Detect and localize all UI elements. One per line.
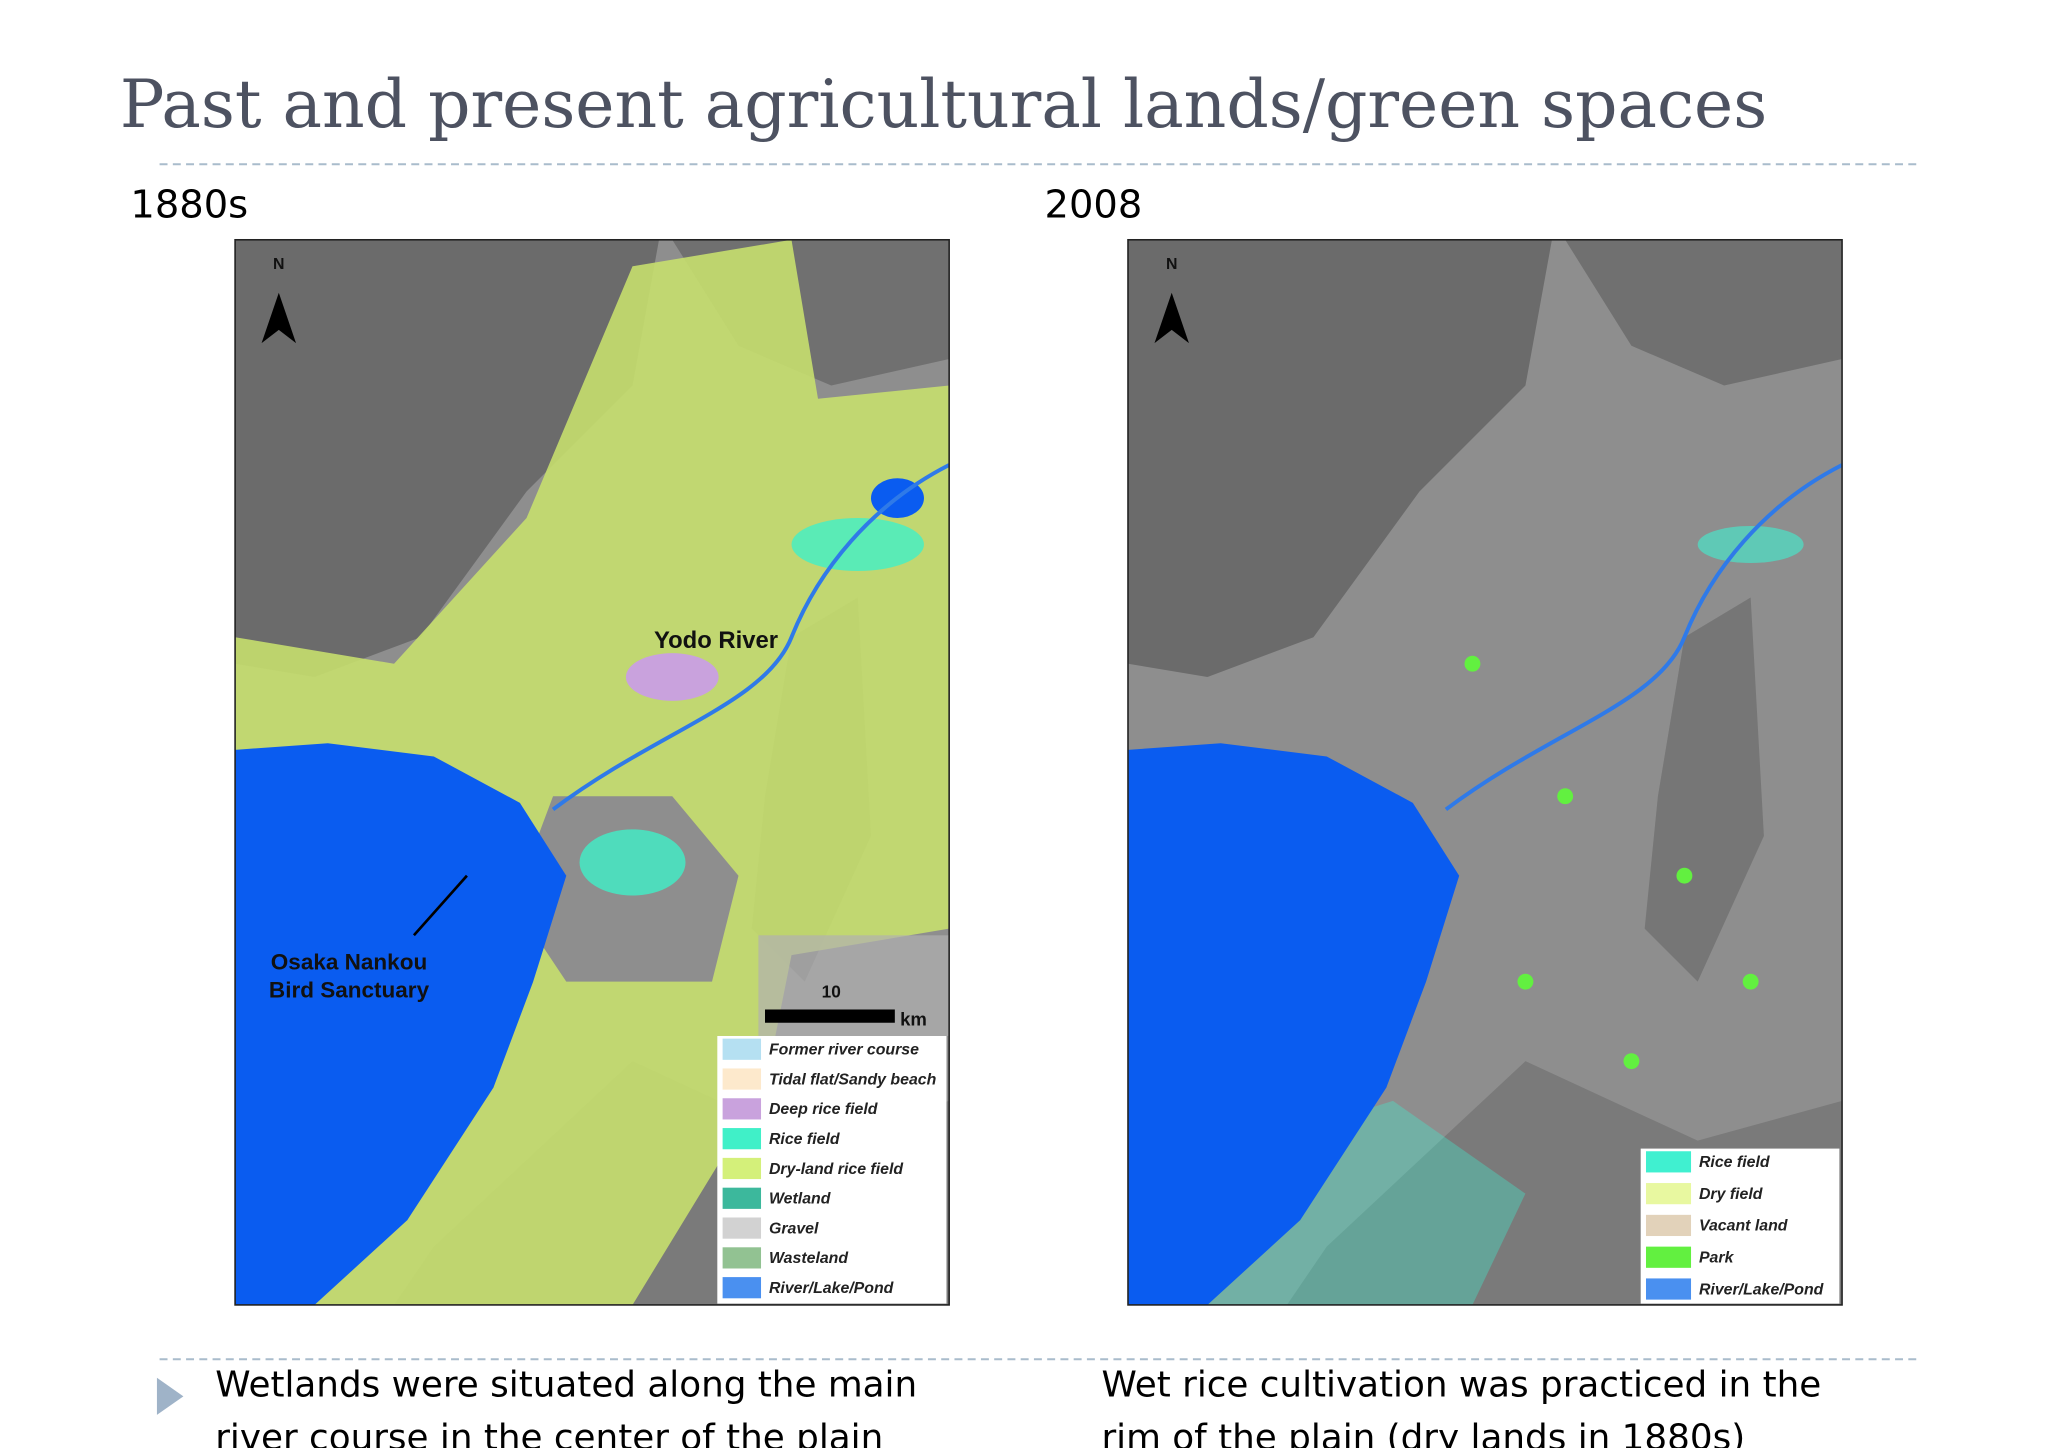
bay xyxy=(1127,743,1460,1305)
park xyxy=(1676,867,1693,884)
park xyxy=(1557,788,1574,805)
legend-swatch xyxy=(722,1038,762,1060)
legend-label: Rice field xyxy=(1699,1154,1770,1171)
bay xyxy=(235,743,567,1305)
slide-title: Past and present agricultural lands/gree… xyxy=(120,66,1767,143)
legend-swatch xyxy=(1645,1183,1692,1205)
panel-label: 2008 xyxy=(1045,182,1143,227)
park xyxy=(1464,655,1481,672)
legend-swatch xyxy=(722,1098,762,1120)
legend-label: Gravel xyxy=(769,1220,819,1237)
rice xyxy=(1697,525,1804,564)
panels: 1880s N Yodo River Osaka Nankou Bird Sanctua… xyxy=(130,182,1843,1448)
rice xyxy=(579,829,686,896)
caption: rim of the plain (dry lands in 1880s) xyxy=(1102,1417,1746,1448)
map-label: Osaka Nankou xyxy=(271,950,427,975)
legend-label: Rice field xyxy=(769,1131,840,1148)
legend-label: River/Lake/Pond xyxy=(769,1280,894,1297)
map-label: Bird Sanctuary xyxy=(269,978,430,1003)
north-arrow xyxy=(261,292,297,344)
legend-swatch xyxy=(1645,1214,1692,1237)
park xyxy=(1742,973,1759,990)
legend-label: Dry-land rice field xyxy=(769,1161,903,1178)
pointer xyxy=(412,874,468,937)
legend-swatch xyxy=(722,1068,762,1090)
legend-swatch xyxy=(1645,1278,1692,1300)
legend-swatch xyxy=(722,1277,762,1299)
caption: Wetlands were situated along the main xyxy=(215,1364,917,1405)
legend-swatch xyxy=(722,1157,762,1180)
park xyxy=(1517,973,1534,990)
caption: Wet rice cultivation was practiced in th… xyxy=(1102,1364,1822,1405)
legend-swatch xyxy=(1645,1151,1692,1173)
caption: river course in the center of the plain xyxy=(215,1417,883,1448)
wetland xyxy=(625,653,719,701)
legend-label: Vacant land xyxy=(1699,1218,1788,1235)
panel-label: 1880s xyxy=(130,182,248,227)
map: N xyxy=(1127,239,1843,1305)
legend-swatch xyxy=(722,1128,762,1150)
map-frame xyxy=(234,238,950,1306)
legend-label: Deep rice field xyxy=(769,1101,878,1118)
north-arrow xyxy=(1154,292,1189,344)
legend-label: Tidal flat/Sandy beach xyxy=(769,1071,937,1088)
river xyxy=(551,463,950,812)
rice xyxy=(791,517,924,571)
map-label: Yodo River xyxy=(654,627,778,654)
north-label: N xyxy=(1166,256,1177,273)
legend-label: Park xyxy=(1699,1250,1735,1267)
north-label: N xyxy=(273,256,284,273)
legend-swatch xyxy=(722,1187,762,1209)
bullet xyxy=(156,1377,184,1415)
legend-label: Former river course xyxy=(769,1042,919,1059)
scale-bar xyxy=(765,1009,895,1023)
map-frame xyxy=(1127,238,1843,1306)
mountains xyxy=(1127,239,1552,677)
mountains xyxy=(1644,597,1764,982)
legend-label: Dry field xyxy=(1699,1186,1763,1203)
scale-unit: km xyxy=(900,1008,927,1029)
legend-label: Wetland xyxy=(769,1191,831,1208)
mountains xyxy=(235,239,660,677)
river xyxy=(1444,463,1843,812)
legend-label: Wasteland xyxy=(769,1250,848,1267)
legend-swatch xyxy=(1645,1246,1692,1268)
mountains xyxy=(1565,239,1843,386)
legend-label: River/Lake/Pond xyxy=(1699,1281,1824,1298)
scale-value: 10 xyxy=(822,982,841,1002)
legend-swatch xyxy=(722,1217,762,1239)
legend-swatch xyxy=(722,1247,762,1269)
map: N Yodo River Osaka Nankou Bird Sanctuary 10 k… xyxy=(235,239,950,1305)
park xyxy=(1623,1053,1640,1070)
